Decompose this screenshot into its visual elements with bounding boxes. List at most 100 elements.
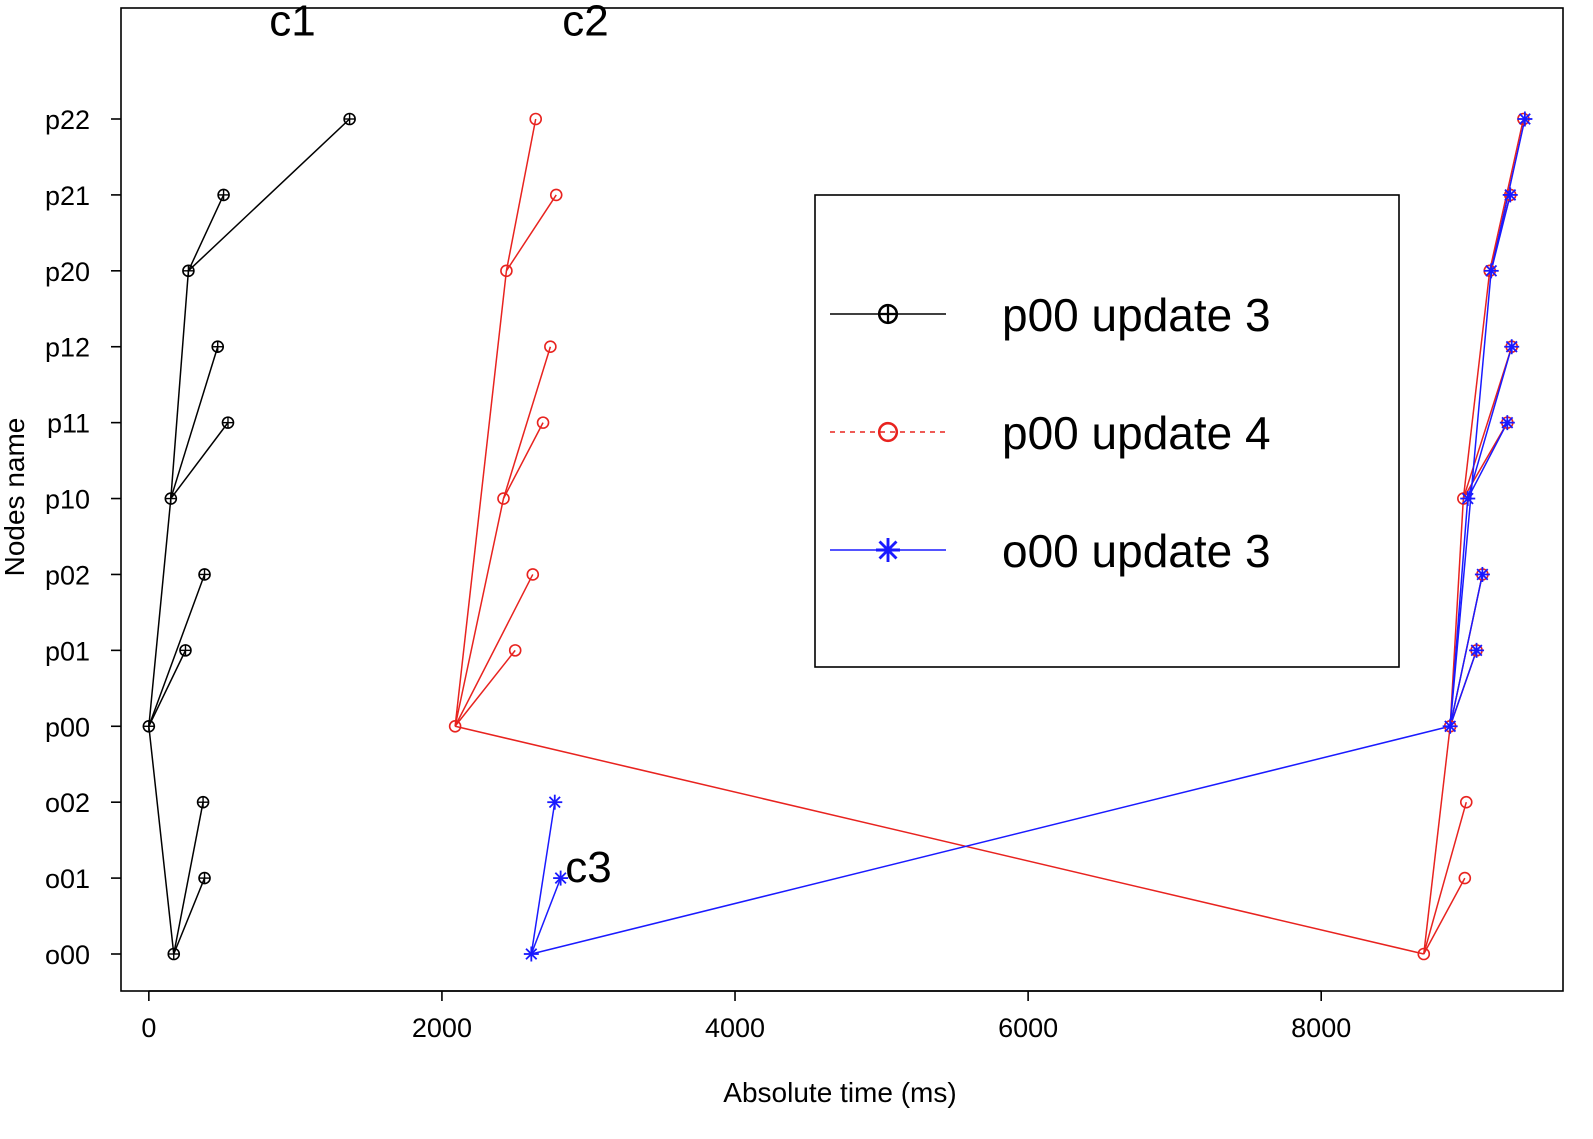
data-point [523,946,539,962]
data-point [196,795,210,809]
data-point [182,264,195,278]
series-edge [502,346,552,499]
data-point [500,264,513,278]
series-edge [170,422,229,499]
series-edge [502,422,544,499]
marker-layer [142,111,1533,962]
series-edge [187,118,351,272]
data-point [553,870,569,886]
data-point [549,188,563,202]
data-point [1442,718,1458,734]
series-edge [505,194,557,272]
legend-marker [877,421,899,443]
series-edge [530,802,556,955]
data-point [529,112,543,126]
data-point [198,568,211,581]
data-point [179,644,192,657]
series-edge [454,498,505,727]
y-tick-label: p00 [45,712,90,742]
series-edge [173,802,204,955]
data-point [167,947,181,961]
y-tick-label: o01 [45,864,90,894]
series-0-edges [148,118,351,955]
y-tick-label: p10 [45,485,90,515]
series-edge [454,574,534,727]
legend-marker [875,538,900,563]
y-tick-label: p21 [45,181,90,211]
x-tick-label: 6000 [998,1013,1058,1043]
data-point [526,568,540,581]
data-point [1499,415,1515,431]
cluster-annotations: c1 c2 c3 [269,0,612,892]
data-point [547,794,563,810]
series-edge [454,649,516,727]
y-tick-label: p22 [45,105,90,135]
data-point [198,871,211,885]
series-edge [148,650,187,727]
series-0-markers [142,112,356,961]
cluster-label: c3 [565,843,611,892]
data-point [217,188,230,202]
series-edge [170,346,219,499]
data-point [343,112,356,126]
legend-entry: p00 update 3 [830,289,1271,341]
y-tick-label: p20 [45,257,90,287]
legend-entry: o00 update 3 [830,525,1271,577]
y-tick-label: o00 [45,940,90,970]
data-point [1460,491,1476,507]
y-tick-label: p02 [45,560,90,590]
data-point [142,719,156,733]
data-point [1517,111,1533,127]
series-edge [531,725,1451,955]
series-edge [187,194,225,272]
cluster-label: c1 [269,0,315,46]
series-edge [1467,346,1513,499]
series-edge [530,877,562,955]
legend-label: p00 update 4 [1002,407,1271,459]
data-point [1504,339,1520,355]
data-point [1458,871,1472,885]
legend-swatch-marker [875,538,900,563]
series-edge [1423,877,1466,955]
series-edge [1449,650,1478,727]
series-edge [1467,422,1508,499]
series-edge [1423,801,1468,955]
data-point [1474,566,1490,582]
series-edge [454,725,1424,955]
x-tick-label: 2000 [412,1013,472,1043]
legend-swatch-marker [877,303,899,325]
series-edge [454,270,508,727]
data-point [221,416,235,429]
data-point [536,416,550,429]
x-tick-label: 0 [141,1013,156,1043]
data-point [1417,947,1431,961]
y-tick-label: p11 [47,409,90,439]
legend-box [814,194,1400,668]
data-point [448,719,462,733]
data-point [1502,187,1518,203]
series-edge [1462,270,1491,499]
data-point [497,492,510,505]
series-edge [1423,726,1451,955]
series-edge [173,877,206,955]
legend-label: p00 update 3 [1002,289,1271,341]
legend-swatch-marker [877,421,899,443]
series-edge [505,118,537,271]
legend-marker [877,303,899,325]
data-point [164,492,178,505]
data-point [211,340,225,354]
data-point [508,644,522,657]
data-point [1483,263,1499,279]
series-edge [148,726,175,955]
y-tick-label: o02 [45,788,90,818]
series-edge [1449,574,1484,727]
series-2-markers [523,111,1533,962]
legend-entry: p00 update 4 [830,407,1271,459]
data-point [544,340,557,354]
legend: p00 update 3 p00 update 4 o00 update 3 [814,194,1400,668]
y-tick-label: p12 [45,333,90,363]
data-point [1469,642,1485,658]
series-edge [148,498,172,727]
y-axis: o00 o01 o02 p00 p01 p02 p10 p11 p12 p20 p21 p22 [45,105,121,970]
